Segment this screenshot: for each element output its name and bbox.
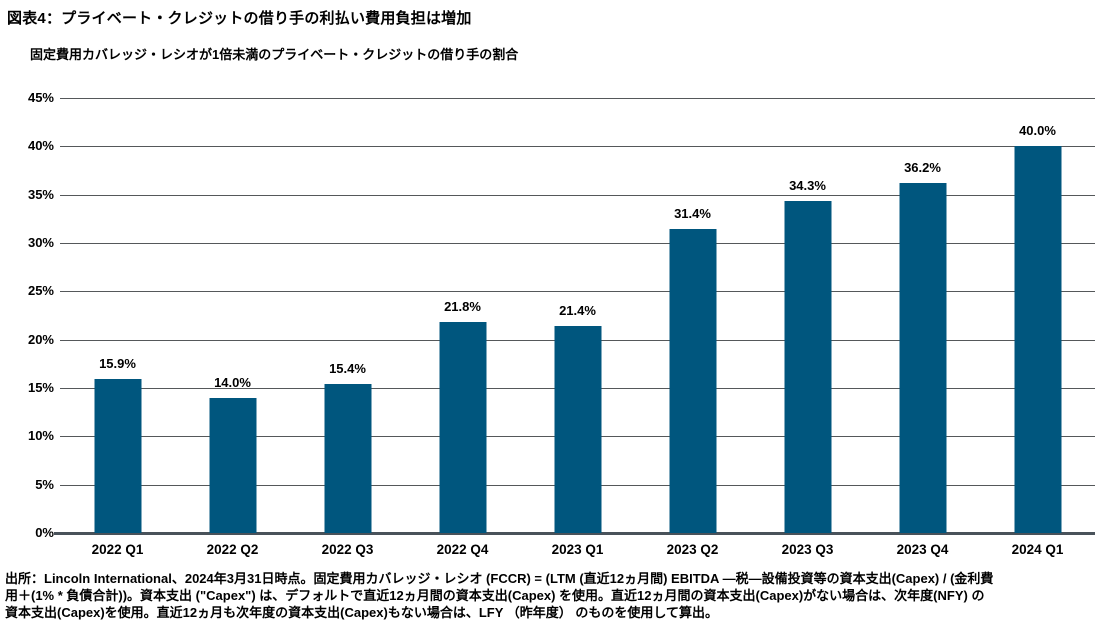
bar (94, 379, 141, 533)
source-note-line: 用＋(1% * 負債合計))。資本支出 ("Capex") は、デフォルトで直近… (5, 588, 985, 603)
x-axis-tick-label: 2022 Q1 (91, 542, 144, 557)
bar-slot: 14.0% (175, 98, 290, 533)
bar (784, 201, 831, 533)
bar-value-label: 40.0% (1019, 123, 1056, 139)
plot-area: 15.9% 14.0% 15.4% 21.8% 21.4% 31.4% 34.3% 36.2%… (54, 98, 1095, 535)
bar (209, 397, 256, 533)
y-axis-tick-label: 0% (35, 525, 54, 540)
x-axis-tick-label: 2024 Q1 (1011, 542, 1064, 557)
bar (669, 229, 716, 533)
bar-value-label: 14.0% (214, 374, 251, 390)
y-axis-tick-label: 20% (27, 331, 54, 347)
x-axis: 2022 Q1 2022 Q2 2022 Q3 2022 Q4 2023 Q1 2023 … (60, 542, 1095, 557)
bar-value-label: 36.2% (904, 160, 941, 176)
x-axis-tick-label: 2023 Q2 (666, 542, 719, 557)
bar-value-label: 31.4% (674, 206, 711, 222)
bar-slot: 31.4% (635, 98, 750, 533)
bar (1014, 146, 1061, 533)
x-axis-tick-label: 2022 Q4 (436, 542, 489, 557)
y-axis-tick-label: 35% (27, 186, 54, 202)
bar-value-label: 34.3% (789, 178, 826, 194)
gridline (60, 243, 1095, 244)
source-note-line: 出所：Lincoln International、2024年3月31日時点。固定… (5, 571, 994, 586)
bar-slot: 21.4% (520, 98, 635, 533)
y-axis-tick-label: 45% (27, 90, 54, 105)
y-axis-tick-label: 15% (27, 380, 54, 395)
x-axis-tick-label: 2022 Q3 (321, 542, 374, 557)
gridline (60, 146, 1095, 148)
bar (439, 322, 486, 533)
bar-value-label: 15.4% (329, 361, 366, 377)
y-axis-tick-label: 10% (27, 428, 54, 444)
gridline (60, 194, 1095, 196)
bar-value-label: 21.4% (559, 303, 596, 319)
bar-slot: 36.2% (865, 98, 980, 533)
bar-slot: 21.8% (405, 98, 520, 533)
gridline (60, 98, 1095, 99)
bar-slot: 40.0% (980, 98, 1095, 533)
bar (899, 183, 946, 533)
x-axis-tick-label: 2023 Q3 (781, 542, 834, 557)
chart-subtitle: 固定費用カバレッジ・レシオが1倍未満のプライベート・クレジットの借り手の割合 (30, 47, 519, 62)
bar-slot: 15.4% (290, 98, 405, 533)
bar-slot: 15.9% (60, 98, 175, 533)
x-axis-tick-label: 2023 Q1 (551, 542, 604, 557)
y-axis-tick-label: 25% (27, 283, 54, 299)
bars-container: 15.9% 14.0% 15.4% 21.8% 21.4% 31.4% 34.3% 36.2%… (60, 98, 1095, 533)
bar-slot: 34.3% (750, 98, 865, 533)
source-note-line: 資本支出(Capex)を使用。直近12ヵ月も次年度の資本支出(Capex)もない… (5, 605, 718, 620)
bar (324, 384, 371, 533)
gridline (60, 291, 1095, 293)
y-axis-tick-label: 40% (27, 138, 54, 154)
x-axis-baseline (54, 532, 1095, 535)
chart-title: 図表4：プライベート・クレジットの借り手の利払い費用負担は増加 (7, 10, 472, 27)
x-axis-tick-label: 2022 Q2 (206, 542, 259, 557)
bar-value-label: 21.8% (444, 299, 481, 315)
bar-value-label: 15.9% (99, 356, 136, 372)
y-axis-tick-label: 30% (27, 235, 54, 250)
source-note: 出所：Lincoln International、2024年3月31日時点。固定… (5, 570, 1097, 621)
x-axis-tick-label: 2023 Q4 (896, 542, 949, 557)
bar (554, 326, 601, 533)
y-axis-tick-label: 5% (35, 476, 54, 492)
